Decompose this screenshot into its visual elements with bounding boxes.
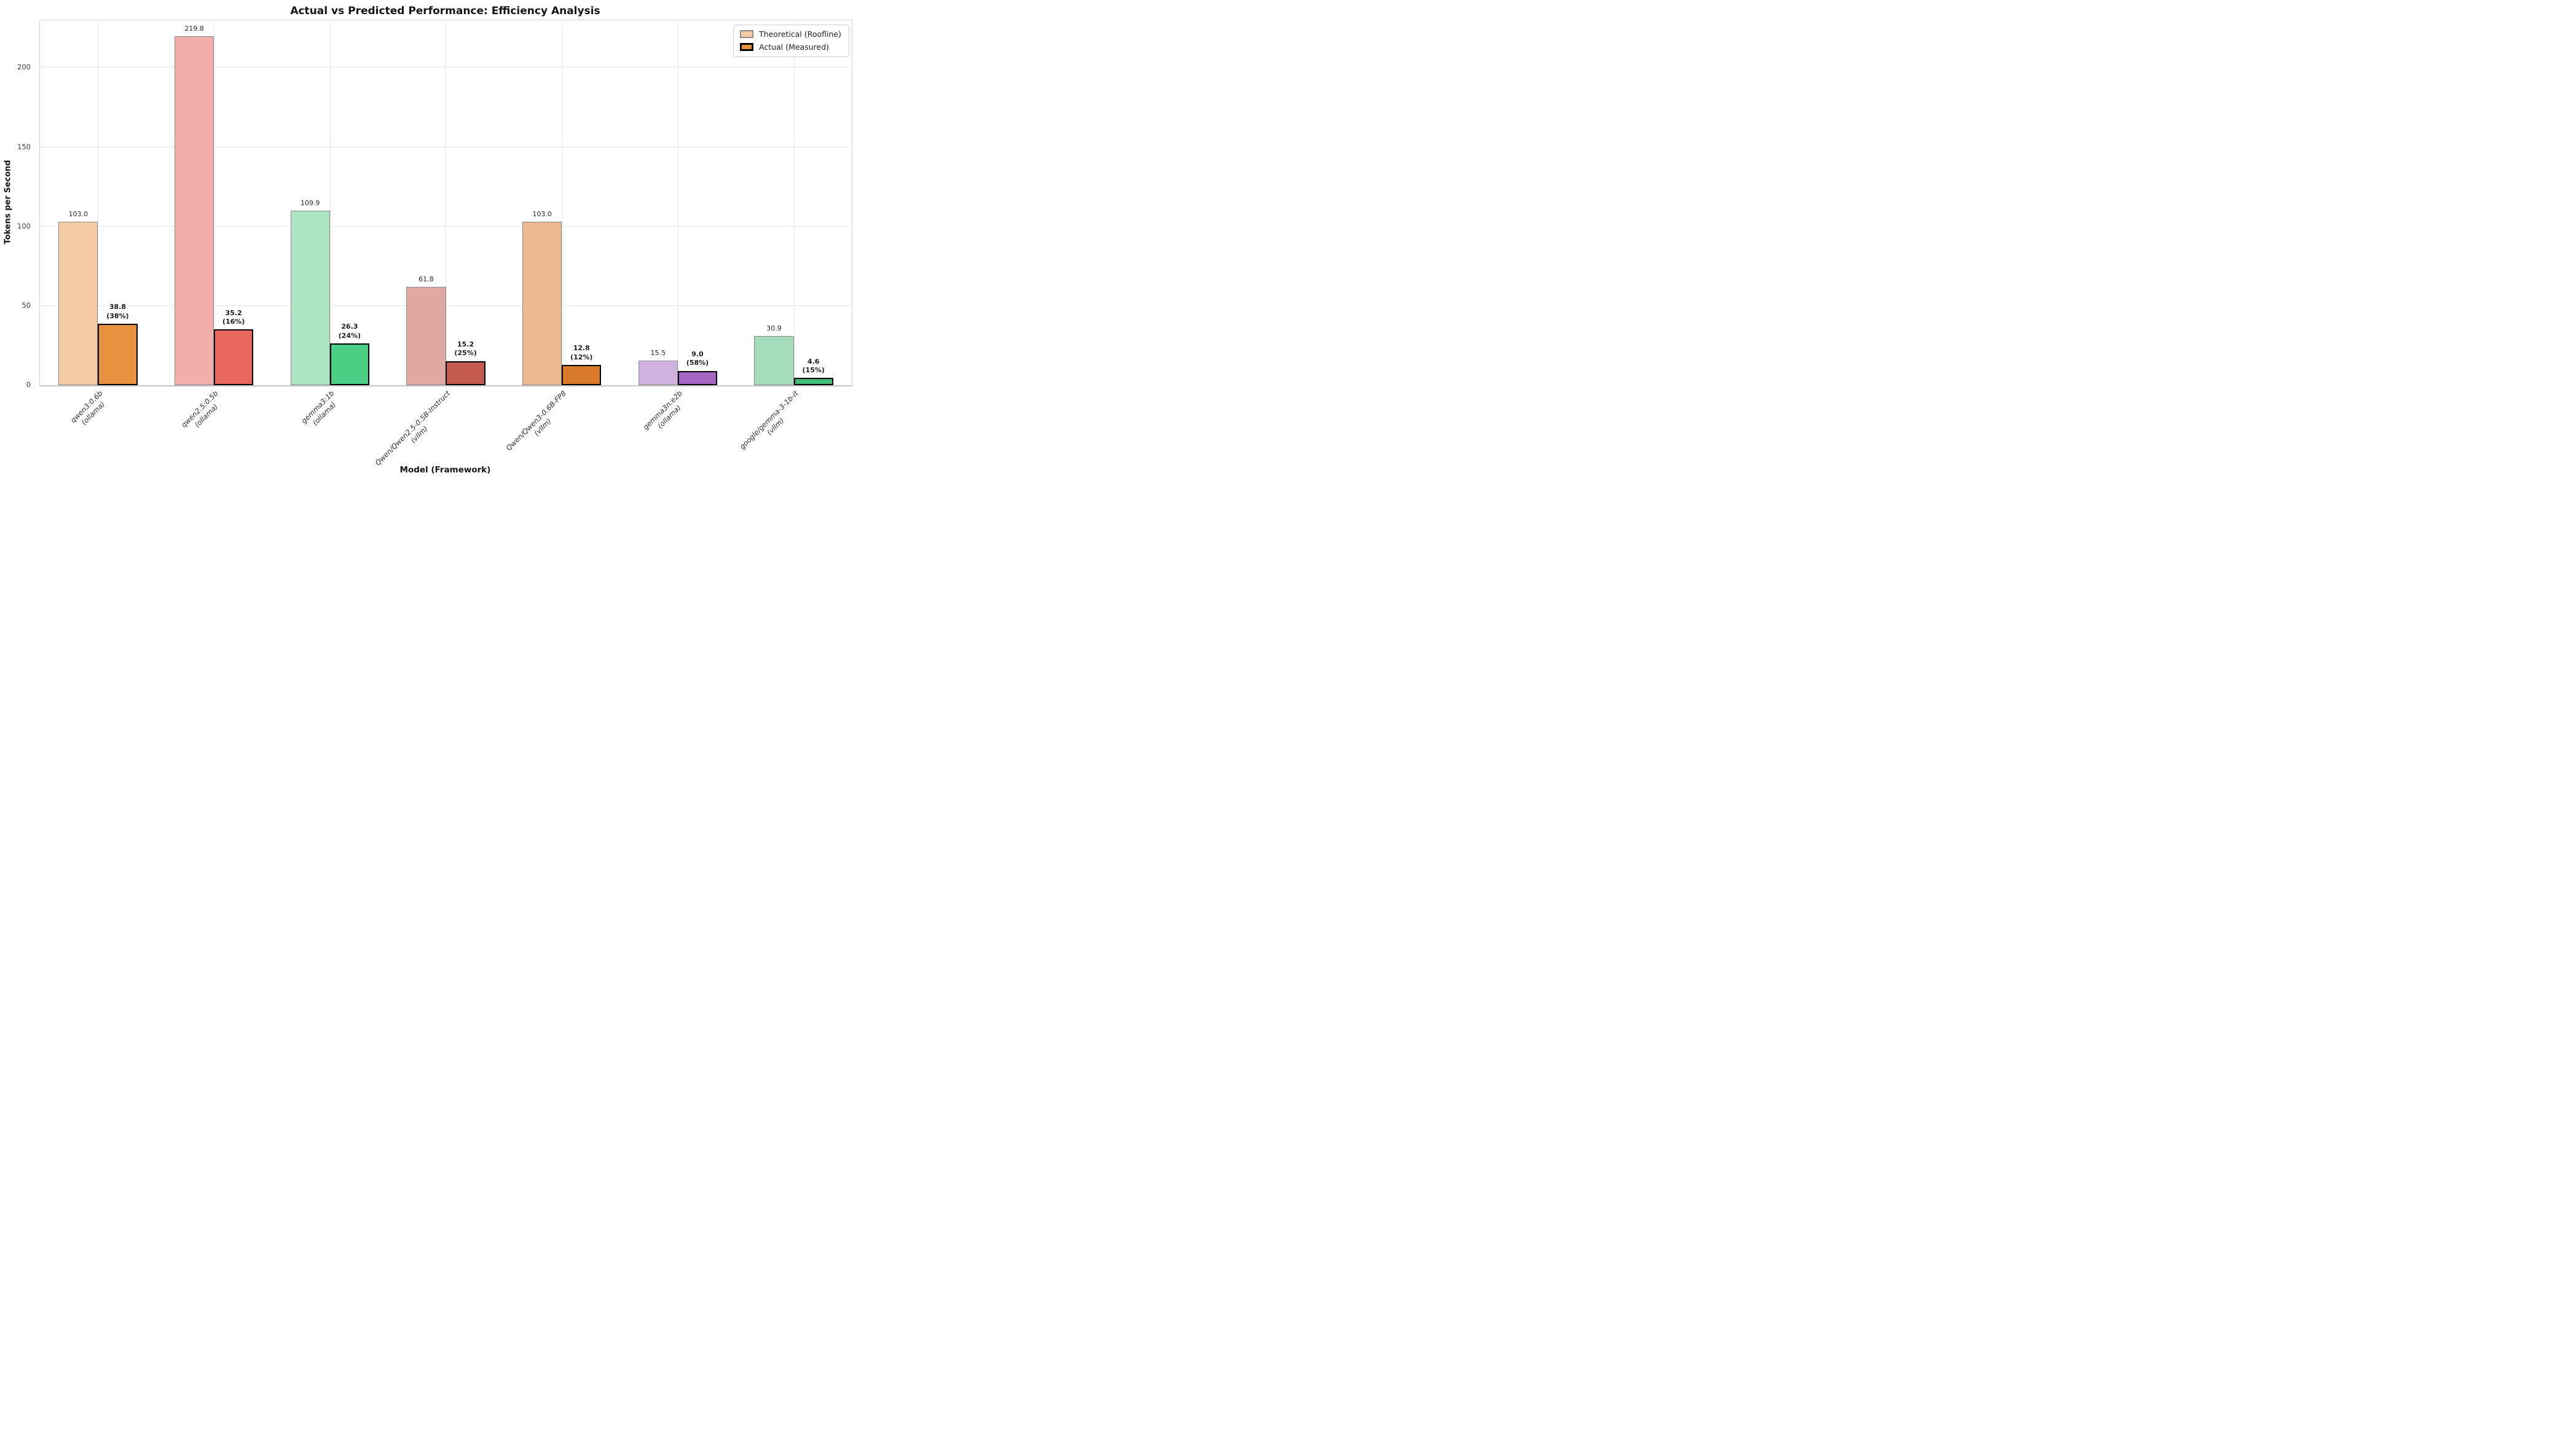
value-label-actual: 38.8 (38%): [106, 303, 129, 320]
value-label-theoretical: 61.8: [418, 275, 434, 284]
bar-theoretical-google/gemma-3-1b-it: [754, 336, 794, 385]
bar-theoretical-qwen2.5:0.5b: [174, 36, 214, 385]
legend-label-actual: Actual (Measured): [759, 42, 830, 52]
value-label-theoretical: 30.9: [766, 324, 782, 333]
value-label-actual: 26.3 (24%): [338, 323, 361, 340]
bar-actual-Qwen/Qwen2.5-0.5B-Instruct: [446, 361, 485, 385]
bar-actual-google/gemma-3-1b-it: [793, 378, 833, 385]
y-tick-label-0: 0: [26, 380, 31, 389]
chart-title: Actual vs Predicted Performance: Efficie…: [290, 5, 600, 17]
bar-actual-qwen3:0.6b: [98, 323, 138, 385]
x-gridline: [793, 20, 795, 385]
x-gridline: [329, 20, 331, 385]
legend: Theoretical (Roofline) Actual (Measured): [733, 25, 849, 57]
x-axis-label: Model (Framework): [399, 465, 491, 475]
legend-item-actual: Actual (Measured): [740, 42, 841, 52]
value-label-actual: 4.6 (15%): [802, 357, 825, 374]
x-tick-label-google/gemma-3-1b-it: google/gemma-3-1b-it (vllm): [737, 389, 800, 451]
legend-swatch-theoretical-icon: [740, 30, 754, 38]
value-label-theoretical: 103.0: [532, 210, 552, 218]
y-tick-label-150: 150: [17, 142, 31, 151]
x-tick-label-qwen3:0.6b: qwen3:0.6b (ollama): [68, 389, 106, 427]
x-tick-label-gemma3:1b: gemma3:1b (ollama): [299, 389, 338, 427]
value-label-actual: 15.2 (25%): [454, 340, 477, 358]
value-label-theoretical: 15.5: [650, 348, 666, 357]
legend-label-theoretical: Theoretical (Roofline): [759, 29, 841, 39]
bar-group-gemma3n:e2b: 15.5 9.0 (58%) gemma3n:e2b (ollama): [620, 20, 736, 431]
y-tick-label-50: 50: [22, 300, 31, 310]
bar-group-qwen3:0.6b: 103.0 38.8 (38%) qwen3:0.6b (ollama): [40, 20, 156, 426]
value-label-actual: 12.8 (12%): [570, 344, 593, 361]
legend-swatch-actual-icon: [740, 43, 754, 51]
y-axis-tick-area: 0 50 100 150 200: [0, 20, 35, 389]
x-tick-label-Qwen/Qwen2.5-0.5B-Instruct: Qwen/Qwen2.5-0.5B-Instruct (vllm): [374, 389, 452, 468]
bar-theoretical-qwen3:0.6b: [58, 222, 98, 385]
bar-actual-gemma3n:e2b: [677, 370, 718, 385]
value-label-theoretical: 219.8: [184, 25, 204, 33]
value-label-theoretical: 109.9: [300, 199, 320, 208]
x-tick-label-qwen2.5:0.5b: qwen2.5:0.5b (ollama): [179, 389, 220, 429]
legend-item-theoretical: Theoretical (Roofline): [740, 29, 841, 39]
bar-group-gemma3:1b: 109.9 26.3 (24%) gemma3:1b (ollama): [272, 20, 388, 427]
value-label-actual: 9.0 (58%): [686, 350, 709, 367]
bar-theoretical-Qwen/Qwen3-0.6B-FP8: [522, 222, 562, 385]
value-label-actual: 35.2 (16%): [222, 308, 245, 326]
bar-theoretical-gemma3n:e2b: [638, 360, 678, 385]
x-tick-label-gemma3n:e2b: gemma3n:e2b (ollama): [641, 389, 684, 432]
bar-theoretical-Qwen/Qwen2.5-0.5B-Instruct: [406, 287, 446, 385]
plot-area: 103.0 38.8 (38%) qwen3:0.6b (ollama) 219.8 35.…: [39, 20, 852, 467]
bar-group-Qwen/Qwen2.5-0.5B-Instruct: 61.8 15.2 (25%) Qwen/Qwen2.5-0.5B-Instruct(…: [374, 20, 504, 467]
bar-actual-qwen2.5:0.5b: [214, 329, 254, 385]
bar-group-google/gemma-3-1b-it: 30.9 4.6 (15%) google/gemma-3-1b-it (vllm): [736, 20, 852, 451]
bar-theoretical-gemma3:1b: [290, 211, 330, 385]
bar-group-qwen2.5:0.5b: 219.8 35.2 (16%) qwen2.5:0.5b (ollama): [156, 20, 272, 429]
bar-group-Qwen/Qwen3-0.6B-FP8: 103.0 12.8 (12%) Qwen/Qwen3-0.6B-FP8 (vllm): [504, 20, 620, 452]
bar-actual-gemma3:1b: [329, 343, 369, 385]
y-tick-label-200: 200: [17, 63, 31, 72]
bar-actual-Qwen/Qwen3-0.6B-FP8: [562, 364, 602, 385]
chart-canvas: Actual vs Predicted Performance: Efficie…: [0, 0, 854, 485]
x-tick-label-Qwen/Qwen3-0.6B-FP8: Qwen/Qwen3-0.6B-FP8 (vllm): [504, 389, 568, 453]
y-tick-label-100: 100: [17, 221, 31, 230]
value-label-theoretical: 103.0: [68, 210, 88, 218]
